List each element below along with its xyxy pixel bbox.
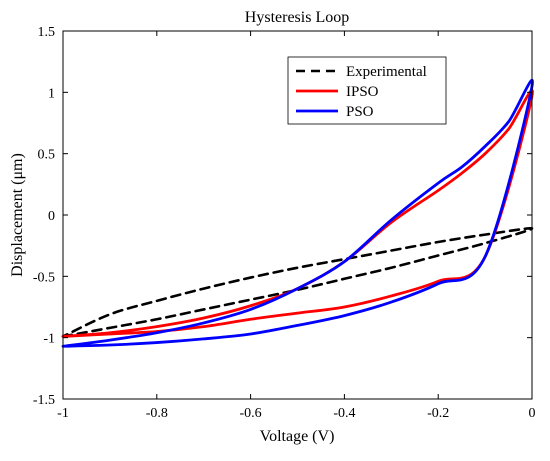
x-tick-label: -0.4 [333, 406, 355, 421]
y-axis: -1.5 -1 -0.5 0 0.5 1 1.5 [33, 25, 532, 408]
series-line-ipso [61, 88, 534, 338]
y-tick-label: 0 [48, 209, 55, 224]
legend: Experimental IPSO PSO [287, 56, 447, 125]
series-line-pso [61, 78, 534, 348]
x-axis: -1 -0.8 -0.6 -0.4 -0.2 0 [57, 31, 536, 421]
y-axis-label: Displacement (μm) [9, 153, 26, 277]
y-tick-label: -1 [43, 332, 55, 347]
legend-label-pso: PSO [346, 104, 374, 120]
series-line-experimental [61, 226, 534, 338]
x-tick-label: -0.2 [427, 406, 449, 421]
y-tick-label: 0.5 [38, 148, 56, 163]
y-tick-label: -1.5 [33, 393, 55, 408]
y-tick-label: -0.5 [33, 270, 55, 285]
y-tick-label: 1 [48, 86, 55, 101]
x-axis-label: Voltage (V) [260, 428, 335, 445]
x-tick-label: 0 [529, 406, 536, 421]
legend-label-ipso: IPSO [346, 84, 379, 100]
y-tick-label: 1.5 [38, 25, 56, 40]
x-tick-label: -0.8 [146, 406, 168, 421]
x-tick-label: -0.6 [240, 406, 262, 421]
legend-label-experimental: Experimental [346, 64, 427, 80]
x-tick-label: -1 [57, 406, 69, 421]
chart-title: Hysteresis Loop [245, 9, 349, 26]
